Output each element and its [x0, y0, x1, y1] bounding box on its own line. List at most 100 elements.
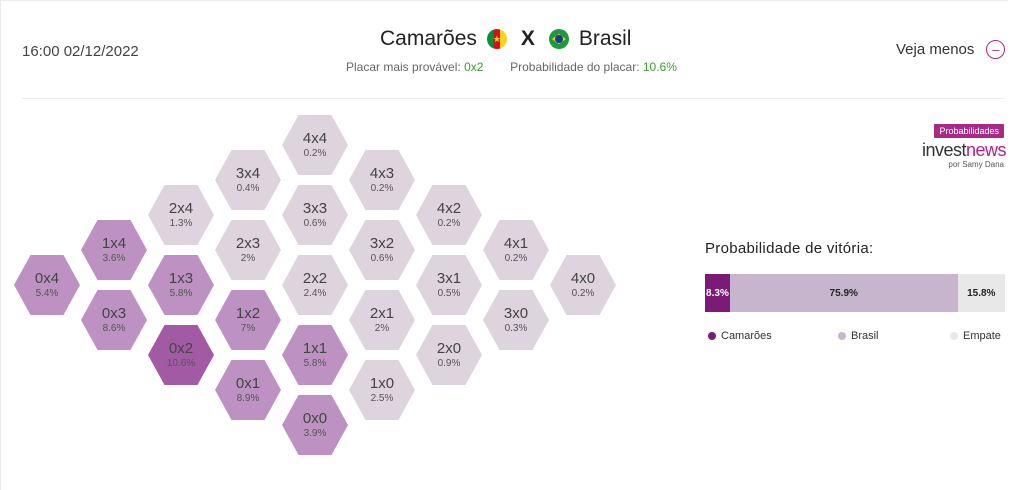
score-probability: 0.2% — [303, 148, 327, 159]
score-hex-2x4: 2x4 1.3% — [148, 185, 214, 245]
score-hex-3x1: 3x1 0.5% — [416, 255, 482, 315]
match-title: Camarões ★ X Brasil — [380, 27, 631, 51]
score-probability: 1.3% — [169, 218, 193, 229]
score-probability: 5.8% — [303, 358, 327, 369]
score-probability: 0.4% — [236, 183, 260, 194]
score-hex-0x1: 0x1 8.9% — [215, 360, 281, 420]
score-hex-4x1: 4x1 0.2% — [483, 220, 549, 280]
score-probability: 2.4% — [303, 288, 327, 299]
score-hex-3x2: 3x2 0.6% — [349, 220, 415, 280]
brazil-flag-icon — [548, 29, 569, 49]
score-probability: 7% — [240, 323, 256, 334]
score-probability: 0.2% — [571, 288, 595, 299]
bar-segment-camaroes: 8.3% — [705, 274, 730, 312]
bar-segment-brasil: 75.9% — [729, 274, 958, 312]
score-label: 3x1 — [436, 270, 462, 287]
score-prob-value: 10.6% — [642, 60, 677, 74]
team-home-name: Camarões — [380, 27, 477, 50]
score-label: 4x4 — [302, 130, 328, 147]
score-label: 0x4 — [34, 270, 60, 287]
logo-wordmark: investnews — [922, 140, 1007, 160]
score-hex-2x3: 2x3 2% — [215, 220, 281, 280]
score-label: 2x4 — [168, 200, 194, 217]
legend-item-camaroes: Camarões — [708, 330, 772, 342]
minus-circle-icon[interactable]: – — [986, 40, 1006, 59]
score-hex-2x1: 2x1 2% — [349, 290, 415, 350]
match-datetime: 16:00 02/12/2022 — [22, 43, 139, 60]
legend-item-brasil: Brasil — [838, 330, 879, 342]
header-divider — [22, 98, 1004, 99]
score-hex-1x2: 1x2 7% — [215, 290, 281, 350]
score-label: 0x1 — [235, 375, 261, 392]
score-label: 3x0 — [503, 305, 529, 322]
score-hex-4x0: 4x0 0.2% — [550, 255, 616, 315]
score-hex-3x3: 3x3 0.6% — [282, 185, 348, 245]
left-border — [0, 0, 1, 490]
logo-byline: por Samy Dana — [948, 160, 1004, 169]
score-hex-1x1: 1x1 5.8% — [282, 325, 348, 385]
cameroon-flag-icon: ★ — [486, 29, 507, 49]
investnews-logo: Probabilidades investnews por Samy Dana — [922, 121, 1007, 170]
score-probability: 0.6% — [370, 253, 394, 264]
legend-dot-icon — [838, 332, 846, 340]
team-away-name: Brasil — [578, 27, 632, 50]
score-hex-4x2: 4x2 0.2% — [416, 185, 482, 245]
score-hex-1x0: 1x0 2.5% — [349, 360, 415, 420]
score-label: 0x0 — [302, 410, 328, 427]
score-hex-3x4: 3x4 0.4% — [215, 150, 281, 210]
score-probability: 8.6% — [102, 323, 126, 334]
score-label: 3x4 — [235, 165, 261, 182]
score-label: 1x3 — [168, 270, 194, 287]
score-probability: 0.9% — [437, 358, 461, 369]
score-probability: 0.3% — [504, 323, 528, 334]
score-summary: Placar mais provável: 0x2 Probabilidade … — [346, 60, 677, 74]
score-label: 1x0 — [369, 375, 395, 392]
score-hex-0x0: 0x0 3.9% — [282, 395, 348, 455]
score-hex-0x4: 0x4 5.4% — [14, 255, 80, 315]
score-prob-label: Probabilidade do placar: — [510, 60, 640, 74]
versus-label: X — [520, 27, 535, 50]
bar-segment-empate: 15.8% — [957, 274, 1005, 312]
score-probability: 8.9% — [236, 393, 260, 404]
score-probability: 0.2% — [504, 253, 528, 264]
score-hex-0x3: 0x3 8.6% — [81, 290, 147, 350]
score-probability: 2.5% — [370, 393, 394, 404]
score-label: 1x1 — [302, 340, 328, 357]
likely-score-value: 0x2 — [464, 60, 484, 74]
victory-probability-bar: 8.3% 75.9% 15.8% — [705, 274, 1005, 312]
score-label: 0x2 — [168, 340, 194, 357]
top-border — [0, 0, 1008, 1]
score-probability: 5.4% — [35, 288, 59, 299]
score-label: 1x4 — [101, 235, 127, 252]
score-hex-1x4: 1x4 3.6% — [81, 220, 147, 280]
score-label: 4x3 — [369, 165, 395, 182]
score-label: 4x2 — [436, 200, 462, 217]
score-label: 2x0 — [436, 340, 462, 357]
logo-badge: Probabilidades — [934, 124, 1004, 138]
score-hex-3x0: 3x0 0.3% — [483, 290, 549, 350]
score-label: 0x3 — [101, 305, 127, 322]
score-probability: 2% — [240, 253, 256, 264]
score-label: 2x1 — [369, 305, 395, 322]
see-less-toggle[interactable]: Veja menos – — [896, 40, 1006, 59]
score-label: 4x0 — [570, 270, 596, 287]
score-probability: 10.6% — [166, 358, 196, 369]
score-probability: 0.5% — [437, 288, 461, 299]
score-label: 1x2 — [235, 305, 261, 322]
score-label: 3x3 — [302, 200, 328, 217]
score-probability: 3.6% — [102, 253, 126, 264]
score-label: 4x1 — [503, 235, 529, 252]
score-probability: 0.2% — [437, 218, 461, 229]
score-hex-4x4: 4x4 0.2% — [282, 115, 348, 175]
score-hex-2x0: 2x0 0.9% — [416, 325, 482, 385]
score-probability: 5.8% — [169, 288, 193, 299]
score-hex-0x2: 0x2 10.6% — [148, 325, 214, 385]
score-probability: 0.2% — [370, 183, 394, 194]
score-hex-1x3: 1x3 5.8% — [148, 255, 214, 315]
legend-dot-icon — [950, 332, 958, 340]
score-probability: 3.9% — [303, 428, 327, 439]
score-probability: 0.6% — [303, 218, 327, 229]
score-hex-2x2: 2x2 2.4% — [282, 255, 348, 315]
score-label: 2x3 — [235, 235, 261, 252]
see-less-label: Veja menos — [896, 41, 975, 58]
